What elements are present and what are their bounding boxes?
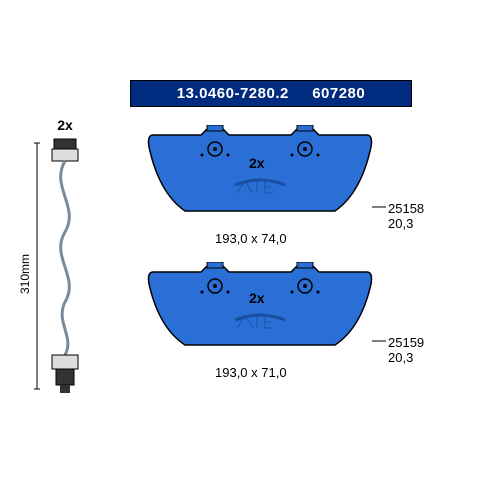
brake-pad-bottom-icon xyxy=(145,262,375,354)
pad-bottom-qty: 2x xyxy=(249,290,265,306)
pad-top-dimensions: 193,0 x 74,0 xyxy=(215,231,287,246)
diagram-area: 2x 310mm xyxy=(50,107,450,447)
brake-pad-top-icon xyxy=(145,125,375,220)
sensor-qty: 2x xyxy=(20,117,110,133)
pad-top-partcode: 25158 20,3 xyxy=(388,201,450,231)
header-bar: 13.0460-7280.2 607280 xyxy=(130,80,412,107)
sensor-column: 2x xyxy=(20,117,110,397)
secondary-number: 607280 xyxy=(312,85,365,102)
pad-top-qty: 2x xyxy=(249,155,265,171)
brake-pad-top: 2x xyxy=(145,125,375,225)
pad-bottom-dimensions: 193,0 x 71,0 xyxy=(215,365,287,380)
brake-pad-bottom: 2x xyxy=(145,262,375,359)
pad-bottom-partcode: 25159 20,3 xyxy=(388,335,450,365)
wear-sensor-icon xyxy=(30,137,100,397)
sensor-length-label: 310mm xyxy=(18,254,32,294)
part-number: 13.0460-7280.2 xyxy=(177,85,289,102)
